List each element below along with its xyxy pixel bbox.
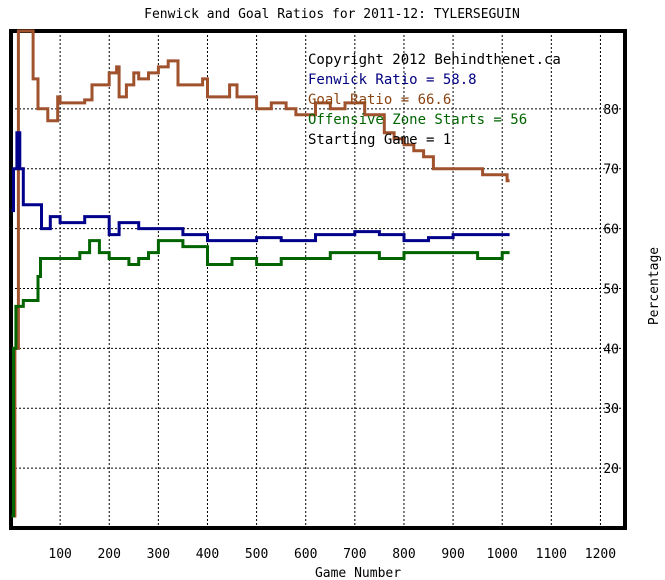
legend-entry: Offensive Zone Starts = 56 [308,112,527,128]
y-tick-label: 70 [603,163,619,178]
x-axis-label: Game Number [315,566,401,580]
legend-entry: Starting Game = 1 [308,132,451,148]
grid [11,31,625,528]
legend-entry: Fenwick Ratio = 58.8 [308,72,477,88]
x-tick-label: 1000 [487,547,518,562]
legend-entry: Goal Ratio = 66.6 [308,92,451,108]
x-tick-label: 400 [196,547,219,562]
y-tick-label: 30 [603,402,619,417]
y-tick-label: 60 [603,223,619,238]
x-tick-label: 100 [48,547,71,562]
y-tick-label: 80 [603,103,619,118]
x-tick-label: 1100 [536,547,567,562]
x-tick-label: 800 [392,547,415,562]
x-tick-label: 900 [441,547,464,562]
x-tick-label: 1200 [585,547,616,562]
y-tick-label: 50 [603,282,619,297]
x-tick-label: 500 [245,547,268,562]
chart-title: Fenwick and Goal Ratios for 2011-12: TYL… [144,7,520,22]
x-tick-label: 600 [294,547,317,562]
legend-entry: Copyright 2012 Behindthenet.ca [308,52,561,68]
y-tick-label: 20 [603,462,619,477]
y-tick-label: 40 [603,342,619,357]
y-axis-ticks: 20 30 40 50 60 70 80 [603,103,619,477]
y-axis-label: Percentage [647,247,662,325]
x-tick-label: 200 [97,547,120,562]
series-line-fenwick-ratio [11,131,510,243]
x-tick-label: 700 [343,547,366,562]
x-axis-ticks: 100 200 300 400 500 600 700 800 900 1000 1100 1200 [48,547,616,562]
series-line-offensive-zone-starts [11,239,510,518]
series-lines [11,29,510,518]
plot-frame [9,29,627,530]
x-tick-label: 300 [147,547,170,562]
legend: Copyright 2012 Behindthenet.ca Fenwick Ra… [308,52,561,148]
series-line-goal-ratio [11,29,510,518]
